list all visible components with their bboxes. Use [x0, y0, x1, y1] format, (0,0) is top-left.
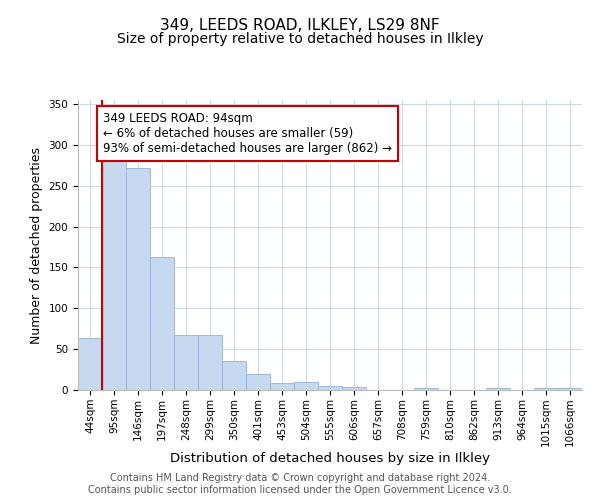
X-axis label: Distribution of detached houses by size in Ilkley: Distribution of detached houses by size …	[170, 452, 490, 465]
Bar	[318, 386, 342, 390]
Bar	[150, 257, 174, 390]
Bar	[342, 386, 366, 390]
Bar	[102, 159, 126, 390]
Text: Contains HM Land Registry data © Crown copyright and database right 2024.
Contai: Contains HM Land Registry data © Crown c…	[88, 474, 512, 495]
Bar	[414, 388, 438, 390]
Text: Size of property relative to detached houses in Ilkley: Size of property relative to detached ho…	[116, 32, 484, 46]
Bar	[270, 382, 294, 390]
Bar	[246, 374, 270, 390]
Text: 349, LEEDS ROAD, ILKLEY, LS29 8NF: 349, LEEDS ROAD, ILKLEY, LS29 8NF	[160, 18, 440, 32]
Y-axis label: Number of detached properties: Number of detached properties	[30, 146, 43, 344]
Bar	[126, 168, 150, 390]
Text: 349 LEEDS ROAD: 94sqm
← 6% of detached houses are smaller (59)
93% of semi-detac: 349 LEEDS ROAD: 94sqm ← 6% of detached h…	[103, 112, 392, 156]
Bar	[294, 382, 318, 390]
Bar	[78, 338, 102, 390]
Bar	[558, 388, 582, 390]
Bar	[486, 388, 510, 390]
Bar	[222, 362, 246, 390]
Bar	[534, 388, 558, 390]
Bar	[198, 336, 222, 390]
Bar	[174, 336, 198, 390]
